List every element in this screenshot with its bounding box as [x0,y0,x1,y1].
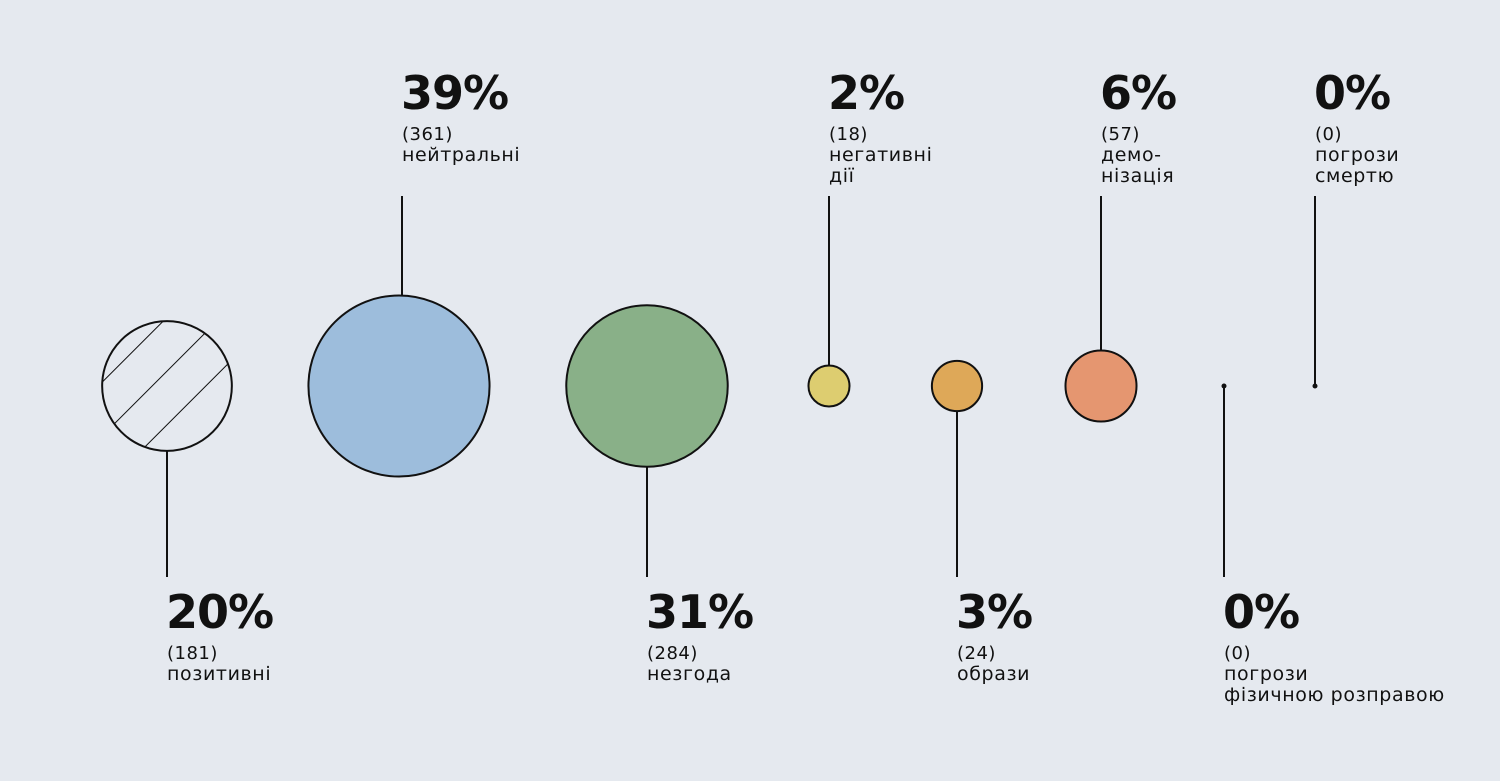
bubble [1064,349,1138,423]
bubble [307,294,491,478]
count-label: (18) [829,124,868,145]
percent-label: 0% [1223,585,1299,639]
category-label: позитивні [167,663,271,685]
count-label: (181) [167,643,218,664]
category-label: погрози [1224,663,1308,685]
category-label: нейтральні [402,144,520,166]
count-label: (0) [1315,124,1342,145]
category-label: нізація [1101,165,1174,187]
bubble-group: 6% (57)демо-нізація [1064,66,1177,423]
category-label: демо- [1101,144,1162,166]
category-label: дії [829,165,855,187]
percent-label: 2% [828,66,904,120]
percent-label: 0% [1314,66,1390,120]
bubble-group: 20% (181)позитивні [101,320,274,685]
category-label: образи [957,663,1030,685]
bubble [101,320,233,452]
count-label: (284) [647,643,698,664]
percent-label: 39% [401,66,508,120]
bubble [930,359,984,413]
bubble [807,364,851,408]
bubble [565,304,729,468]
zero-value-dot [1221,383,1227,389]
percent-label: 6% [1100,66,1176,120]
percent-label: 20% [166,585,273,639]
percent-label: 3% [956,585,1032,639]
category-label: смертю [1315,165,1394,187]
zero-value-dot [1312,383,1318,389]
bubble-group: 39% (361)нейтральні [307,66,520,478]
count-label: (361) [402,124,453,145]
count-label: (0) [1224,643,1251,664]
category-label: погрози [1315,144,1399,166]
category-label: незгода [647,663,732,685]
count-label: (24) [957,643,996,664]
category-label: фізичною розправою [1224,684,1445,706]
percent-label: 31% [646,585,753,639]
bubble-group: 31% (284)незгода [565,304,754,685]
category-label: негативні [829,144,932,166]
count-label: (57) [1101,124,1140,145]
bubble-group: 3% (24)образи [930,359,1033,685]
